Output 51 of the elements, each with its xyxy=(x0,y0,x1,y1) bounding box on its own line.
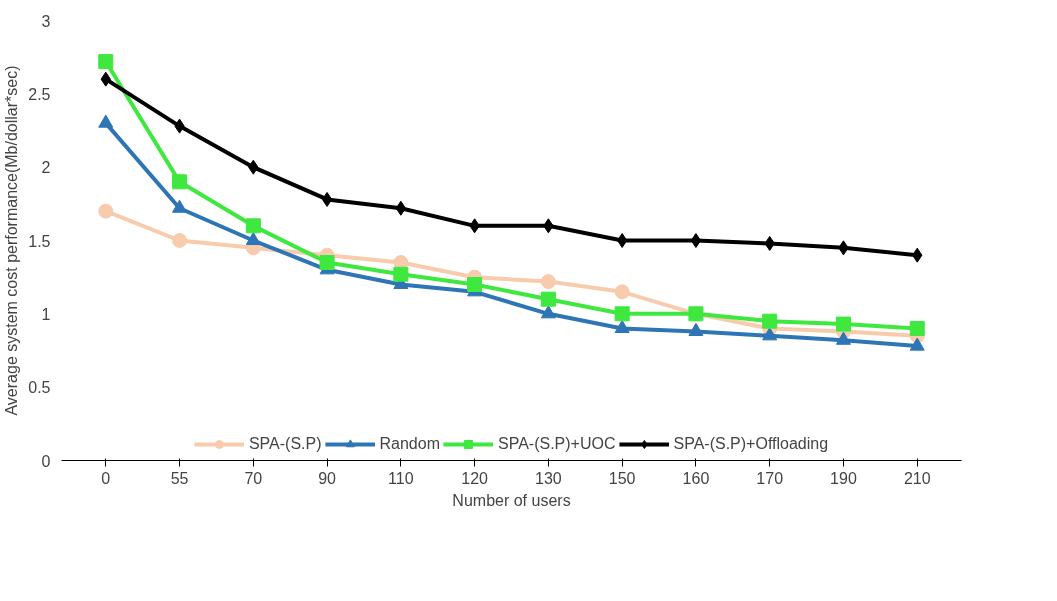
point xyxy=(614,306,630,322)
point xyxy=(467,277,483,292)
point xyxy=(835,316,851,332)
point xyxy=(395,200,407,216)
point xyxy=(319,255,335,270)
point xyxy=(616,233,628,248)
x-axis-title: Number of users xyxy=(452,491,571,509)
point xyxy=(690,233,702,248)
y-tick-label: 0 xyxy=(41,452,51,470)
point xyxy=(245,218,261,234)
legend-label: Random xyxy=(379,435,440,453)
point xyxy=(540,291,556,307)
x-tick-label: 55 xyxy=(170,469,189,487)
legend-label: SPA-(S.P)+Offloading xyxy=(673,435,829,453)
legend-label: SPA-(S.P)+UOC xyxy=(498,435,616,453)
point xyxy=(172,233,188,248)
x-tick-label: 120 xyxy=(461,469,489,487)
y-tick-label: 3 xyxy=(41,12,51,30)
point xyxy=(393,266,409,282)
point xyxy=(172,174,188,190)
point xyxy=(540,305,556,319)
x-tick-label: 130 xyxy=(535,469,562,487)
point xyxy=(540,274,556,290)
point xyxy=(98,54,114,70)
y-tick-label: 1 xyxy=(41,305,51,323)
point xyxy=(98,203,114,219)
point xyxy=(909,321,925,336)
point xyxy=(614,319,630,334)
y-tick-label: 2 xyxy=(41,159,51,177)
point xyxy=(245,231,261,246)
point xyxy=(762,327,778,341)
y-axis-title: Average system cost performance(Mb/dollar*sec) xyxy=(3,65,21,416)
x-tick-label: 210 xyxy=(903,469,931,487)
x-tick-label: 150 xyxy=(608,469,636,487)
legend-label: SPA-(S.P) xyxy=(248,435,322,453)
point xyxy=(909,337,925,351)
x-tick-label: 190 xyxy=(830,469,857,487)
x-tick-label: 90 xyxy=(318,469,337,487)
x-tick-label: 0 xyxy=(101,469,111,487)
point xyxy=(835,331,851,345)
x-tick-label: 160 xyxy=(682,469,710,487)
point xyxy=(688,322,704,336)
point xyxy=(614,284,630,300)
x-tick-label: 70 xyxy=(244,469,263,487)
point xyxy=(321,191,333,207)
point xyxy=(762,313,778,329)
x-tick-label: 110 xyxy=(388,469,414,487)
y-tick-label: 1.5 xyxy=(28,232,51,250)
y-tick-label: 0.5 xyxy=(28,379,51,397)
y-tick-label: 2.5 xyxy=(28,85,51,103)
x-tick-label: 170 xyxy=(756,469,784,487)
